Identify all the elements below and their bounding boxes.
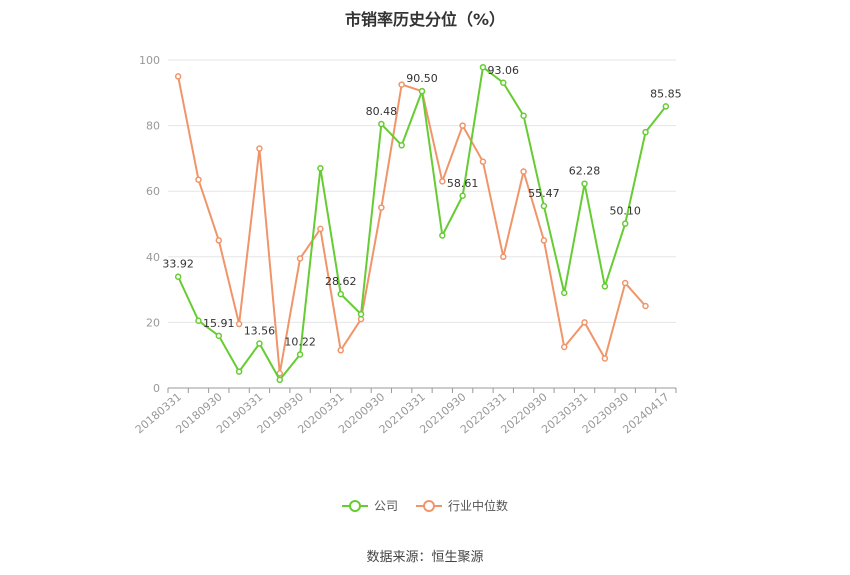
data-point-industry-median (560, 343, 568, 351)
data-point-industry-median (439, 178, 446, 185)
legend-company-label: 公司 (373, 499, 398, 513)
data-label: 13.56 (244, 325, 276, 338)
data-label: 80.48 (366, 105, 398, 118)
y-tick-label: 80 (146, 120, 160, 133)
y-tick-label: 20 (146, 316, 160, 329)
data-point-industry-median (581, 319, 588, 326)
data-point-industry-median (621, 279, 629, 287)
y-tick-label: 60 (146, 185, 160, 198)
data-point-industry-median (479, 158, 487, 165)
y-tick-label: 0 (153, 382, 160, 395)
data-label: 58.61 (447, 177, 479, 190)
data-point-industry-median (256, 145, 263, 152)
data-point-industry-median (520, 168, 527, 175)
y-axis-ticks: 0 20 40 60 80 100 (139, 54, 160, 395)
data-point-industry-median (500, 253, 507, 261)
data-point-company (520, 112, 527, 120)
data-point-company (601, 283, 609, 290)
data-point-industry-median (337, 347, 344, 354)
data-point-company (317, 164, 324, 172)
legend-item-company[interactable]: 公司 (341, 497, 398, 514)
y-tick-label: 100 (139, 54, 160, 67)
chart-title: 市销率历史分位（%） (344, 10, 506, 29)
data-point-company (418, 87, 426, 95)
data-point-company (662, 103, 670, 110)
grid-lines (168, 59, 676, 323)
data-point-company (256, 340, 263, 347)
legend-item-industry-median[interactable]: 行业中位数 (416, 497, 508, 514)
data-point-industry-median (398, 81, 405, 88)
data-point-company (439, 232, 446, 239)
data-point-company (459, 192, 466, 200)
data-point-company (560, 289, 568, 297)
data-label: 90.50 (406, 72, 438, 85)
data-point-industry-median (174, 73, 182, 80)
data-point-industry-median (378, 204, 385, 211)
data-point-industry-median (317, 225, 324, 233)
data-label: 55.47 (528, 187, 560, 200)
data-point-company (642, 128, 649, 136)
data-label: 28.62 (325, 275, 357, 288)
data-point-industry-median (601, 355, 609, 362)
data-point-industry-median (296, 255, 304, 262)
data-point-company (540, 202, 548, 210)
data-point-company (500, 79, 507, 87)
data-point-company (174, 273, 182, 280)
data-point-industry-median (276, 369, 284, 377)
data-label: 10.22 (284, 335, 316, 348)
data-label: 85.85 (650, 87, 682, 100)
legend-industry-icon (416, 499, 442, 512)
data-point-company (398, 142, 405, 149)
series-line-industry-median (177, 76, 647, 374)
data-label: 33.92 (162, 258, 194, 271)
legend: 公司 行业中位数 (0, 497, 850, 514)
data-point-industry-median (215, 237, 223, 244)
legend-company-icon (341, 499, 368, 512)
legend-industry-label: 行业中位数 (448, 499, 509, 513)
data-point-company (378, 120, 385, 128)
data-point-company (621, 220, 629, 227)
x-axis-ticks: 2018033120180930201903312019093020200331… (133, 388, 677, 436)
data-point-company (581, 180, 588, 187)
data-point-industry-median (642, 302, 649, 310)
data-point-industry-median (459, 122, 466, 129)
data-label: 50.10 (609, 205, 641, 218)
data-point-company (235, 368, 243, 375)
series-layer (174, 63, 670, 384)
data-label: 62.28 (569, 165, 601, 178)
data-source: 数据来源：恒生聚源 (366, 550, 484, 565)
data-label: 15.91 (203, 317, 235, 330)
y-tick-label: 40 (146, 251, 160, 264)
data-point-company (479, 63, 487, 71)
data-point-industry-median (540, 237, 548, 244)
data-point-company (215, 332, 223, 340)
data-point-industry-median (195, 176, 202, 183)
data-point-company (337, 290, 344, 298)
data-point-company (276, 376, 284, 384)
data-label: 93.06 (488, 64, 520, 77)
data-point-company (195, 317, 202, 325)
data-point-company (296, 351, 304, 358)
data-labels: 33.92 15.91 13.56 10.22 28.62 80.48 90.50 58.61… (162, 64, 681, 349)
data-point-company (357, 310, 365, 318)
data-point-industry-median (235, 320, 243, 328)
